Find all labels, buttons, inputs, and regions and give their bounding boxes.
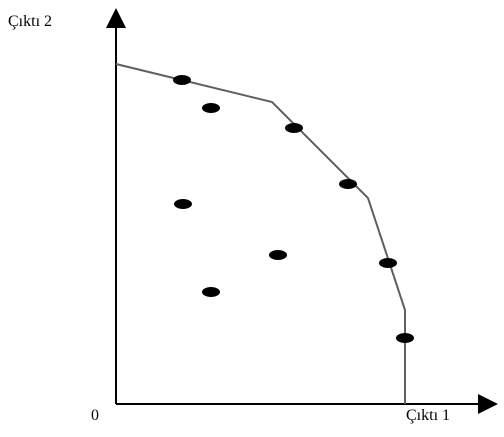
- origin-label: 0: [91, 407, 99, 424]
- data-point: [173, 75, 191, 85]
- x-axis-label: Çıktı 1: [406, 407, 450, 424]
- data-point: [339, 179, 357, 189]
- production-frontier-line: [115, 63, 406, 404]
- data-point: [379, 258, 397, 268]
- data-point: [202, 287, 220, 297]
- data-point: [202, 103, 220, 113]
- y-axis-label: Çıktı 2: [8, 13, 52, 30]
- data-point: [269, 250, 287, 260]
- data-point: [174, 199, 192, 209]
- data-point: [285, 123, 303, 133]
- data-point: [396, 333, 414, 343]
